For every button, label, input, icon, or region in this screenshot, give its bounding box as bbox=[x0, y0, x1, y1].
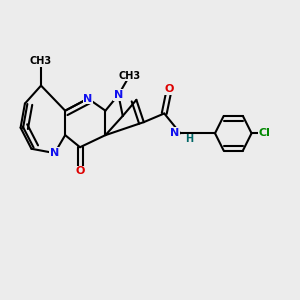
Text: O: O bbox=[164, 84, 174, 94]
Text: N: N bbox=[83, 94, 93, 103]
Text: N: N bbox=[114, 90, 123, 100]
Text: Cl: Cl bbox=[259, 128, 271, 138]
Text: CH3: CH3 bbox=[30, 56, 52, 67]
Text: N: N bbox=[170, 128, 179, 138]
Text: O: O bbox=[75, 167, 85, 176]
Text: CH3: CH3 bbox=[118, 71, 141, 81]
Text: N: N bbox=[50, 148, 59, 158]
Text: H: H bbox=[185, 134, 193, 145]
